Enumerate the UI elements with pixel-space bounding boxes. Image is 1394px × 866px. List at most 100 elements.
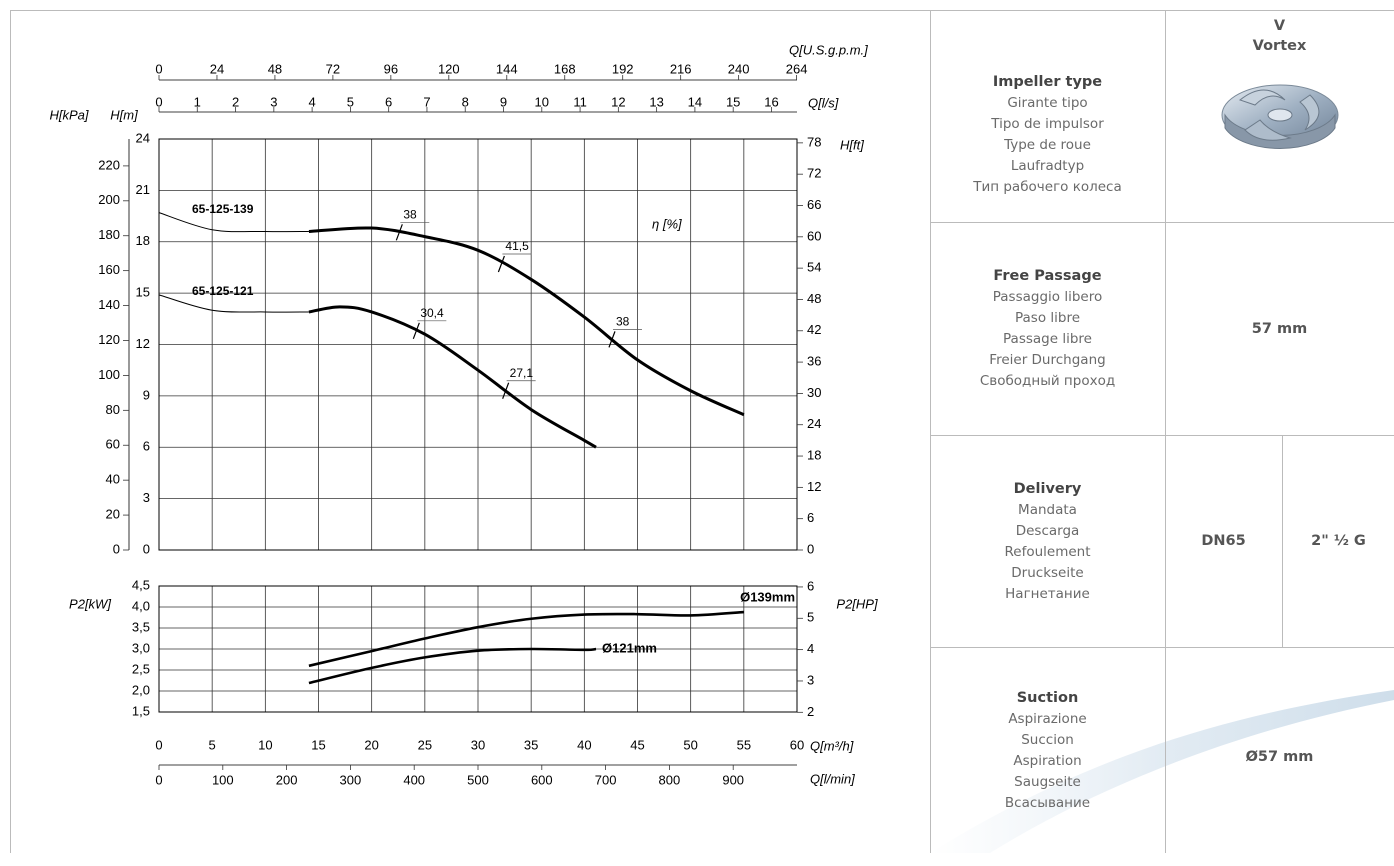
curve xyxy=(309,307,596,447)
y2-tick-label: 0 xyxy=(807,541,814,556)
series-label: 65-125-139 xyxy=(192,202,254,216)
y-tick-label: 24 xyxy=(136,130,150,145)
y2-tick-label: 2 xyxy=(807,704,814,719)
curve xyxy=(309,228,744,415)
x3-tick-label: 96 xyxy=(384,61,398,76)
label: Free Passage xyxy=(993,266,1101,287)
x-tick-label: 10 xyxy=(258,737,272,752)
label: Type de roue xyxy=(1004,135,1091,156)
y3-tick-label: 160 xyxy=(98,262,120,277)
label: Saugseite xyxy=(1014,772,1081,793)
label: Freier Durchgang xyxy=(989,350,1105,371)
x2-tick-label: 0 xyxy=(155,772,162,787)
x-tick-label: 55 xyxy=(737,737,751,752)
x-tick-label: 60 xyxy=(790,737,804,752)
y2-tick-label: 6 xyxy=(807,578,814,593)
frame-top xyxy=(10,10,1394,11)
y3-tick-label: 200 xyxy=(98,192,120,207)
x3-tick-label: 144 xyxy=(496,61,518,76)
y3-tick-label: 140 xyxy=(98,297,120,312)
value: DN65 xyxy=(1201,531,1245,552)
label: Druckseite xyxy=(1011,563,1083,584)
label: Tipo de impulsor xyxy=(991,114,1104,135)
y3-tick-label: 100 xyxy=(98,367,120,382)
page: 0369121518212406121824303642485460667278… xyxy=(0,0,1394,853)
label: Impeller type xyxy=(993,72,1102,93)
y2-tick-label: 78 xyxy=(807,134,821,149)
y3-tick-label: 220 xyxy=(98,157,120,172)
row-value: V Vortex xyxy=(1165,16,1394,56)
efficiency-label: 38 xyxy=(403,208,417,222)
label: Paso libre xyxy=(1015,308,1080,329)
row-labels: Impeller type Girante tipo Tipo de impul… xyxy=(930,50,1165,220)
label: Mandata xyxy=(1018,500,1077,521)
row-value: Ø57 mm xyxy=(1165,648,1394,866)
label: Passaggio libero xyxy=(993,287,1102,308)
value: 2" ½ G xyxy=(1311,531,1366,552)
x3-tick-label: 0 xyxy=(155,61,162,76)
y2-tick-label: 3 xyxy=(807,672,814,687)
x3-tick-label: 216 xyxy=(670,61,692,76)
axis-title: P2[HP] xyxy=(836,596,878,611)
y-tick-label: 2,0 xyxy=(132,682,150,697)
x-tick-label: 40 xyxy=(577,737,591,752)
x-tick-label: 15 xyxy=(311,737,325,752)
series-label: 65-125-121 xyxy=(192,284,254,298)
y-tick-label: 1,5 xyxy=(132,703,150,718)
label: Aspiration xyxy=(1013,751,1081,772)
label: Нагнетание xyxy=(1005,584,1090,605)
y-tick-label: 12 xyxy=(136,336,150,351)
x-tick-label: 45 xyxy=(630,737,644,752)
y-tick-label: 3 xyxy=(143,490,150,505)
x-tick-label: 25 xyxy=(418,737,432,752)
y-tick-label: 18 xyxy=(136,233,150,248)
y-tick-label: 4,0 xyxy=(132,598,150,613)
value: V xyxy=(1274,16,1285,36)
axis-title: Q[U.S.g.p.m.] xyxy=(789,42,868,57)
y2-tick-label: 54 xyxy=(807,260,821,275)
axis-title: Q[l/min] xyxy=(810,771,855,786)
y-tick-label: 6 xyxy=(143,439,150,454)
y-tick-label: 15 xyxy=(136,285,150,300)
y2-tick-label: 60 xyxy=(807,228,821,243)
series-label: Ø121mm xyxy=(602,640,657,655)
y2-tick-label: 5 xyxy=(807,610,814,625)
row-labels: Delivery Mandata Descarga Refoulement Dr… xyxy=(930,436,1165,647)
y3-tick-label: 40 xyxy=(106,472,120,487)
x2-tick-label: 300 xyxy=(340,772,362,787)
y2-tick-label: 24 xyxy=(807,416,821,431)
y3-tick-label: 120 xyxy=(98,332,120,347)
x2-tick-label: 800 xyxy=(659,772,681,787)
label: Свободный проход xyxy=(980,371,1115,392)
chart: 0369121518212406121824303642485460667278… xyxy=(0,0,930,853)
efficiency-label: 30,4 xyxy=(420,306,444,320)
x2-tick-label: 100 xyxy=(212,772,234,787)
series-label: Ø139mm xyxy=(740,589,795,604)
label: Passage libre xyxy=(1003,329,1092,350)
value: Ø57 mm xyxy=(1246,747,1314,768)
impeller-image xyxy=(1215,60,1345,165)
efficiency-label: 27,1 xyxy=(510,366,534,380)
y2-tick-label: 36 xyxy=(807,354,821,369)
x3-tick-label: 192 xyxy=(612,61,634,76)
x-tick-label: 0 xyxy=(155,737,162,752)
y-tick-label: 0 xyxy=(143,541,150,556)
y3-tick-label: 0 xyxy=(113,541,120,556)
x-tick-label: 20 xyxy=(364,737,378,752)
y-tick-label: 2,5 xyxy=(132,661,150,676)
x2-tick-label: 400 xyxy=(403,772,425,787)
axis-title: H[m] xyxy=(110,107,138,122)
x-tick-label: 35 xyxy=(524,737,538,752)
x-tick-label: 5 xyxy=(209,737,216,752)
axis-title: Q[m³/h] xyxy=(810,738,854,753)
axis-title: H[ft] xyxy=(840,137,864,152)
y3-tick-label: 60 xyxy=(106,437,120,452)
value: 57 mm xyxy=(1252,319,1307,340)
axis-title: P2[kW] xyxy=(69,596,111,611)
y2-tick-label: 72 xyxy=(807,166,821,181)
x3-tick-label: 168 xyxy=(554,61,576,76)
label: Suction xyxy=(1017,688,1079,709)
x3-tick-label: 24 xyxy=(210,61,224,76)
efficiency-label: 41,5 xyxy=(505,239,529,253)
efficiency-label: 38 xyxy=(616,315,630,329)
